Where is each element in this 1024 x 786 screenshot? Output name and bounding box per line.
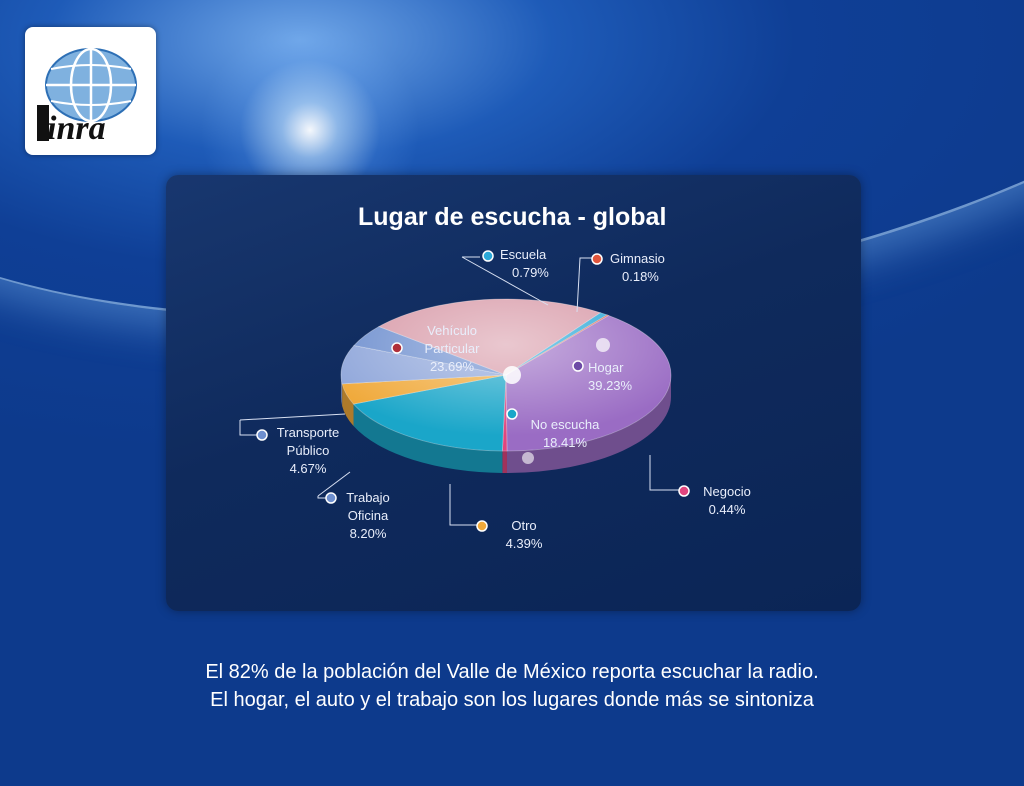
leader-line-trabajo — [317, 471, 351, 497]
chart-title: Lugar de escucha - global — [358, 203, 667, 231]
caption-line-1: El 82% de la población del Valle de Méxi… — [205, 661, 819, 683]
legend-dot-negocio — [678, 485, 690, 497]
slice-label-negocio: Negocio 0.44% — [703, 484, 751, 517]
logo-text: inra — [47, 110, 106, 147]
legend-dot-otro — [476, 520, 488, 532]
pie-glint — [522, 452, 534, 464]
slice-side-no_escucha — [353, 404, 503, 473]
caption: El 82% de la población del Valle de Méxi… — [0, 658, 1024, 714]
pie-glint — [596, 338, 610, 352]
slice-side-negocio — [502, 450, 507, 474]
leader-line-transporte — [239, 420, 258, 436]
inra-logo: inra — [25, 27, 156, 155]
leader-line-gimnasio — [576, 257, 592, 313]
legend-dot-transporte — [256, 429, 268, 441]
legend-dot-no-escucha — [506, 408, 518, 420]
slice-label-no-escucha: No escucha 18.41% — [530, 417, 600, 450]
leader-line-otro — [449, 484, 477, 526]
pie-center-glint — [503, 366, 521, 384]
globe-icon — [45, 47, 137, 123]
leader-line-negocio — [649, 455, 680, 491]
legend-dot-trabajo — [325, 492, 337, 504]
legend-dot-vehiculo — [391, 342, 403, 354]
slice-label-hogar: Hogar 39.23% — [588, 360, 633, 393]
slice-side-trabajo — [341, 375, 343, 406]
slice-label-trabajo: Trabajo Oficina 8.20% — [346, 490, 390, 541]
leader-line-escuela — [461, 256, 549, 306]
caption-line-2: El hogar, el auto y el trabajo son los l… — [210, 689, 814, 711]
slice-label-otro: Otro 4.39% — [505, 518, 543, 551]
slice-side-otro — [342, 383, 354, 427]
legend-dot-hogar — [572, 360, 584, 372]
legend-dot-gimnasio — [591, 253, 603, 265]
leader-line-transporte — [239, 413, 346, 421]
slice-label-escuela: Escuela 0.79% — [500, 247, 549, 280]
slice-label-vehiculo: Vehículo Particular 23.69% — [424, 323, 480, 374]
leader-line-trabajo — [317, 496, 328, 499]
legend-dot-escuela — [482, 250, 494, 262]
slice-label-transporte: Transporte Público 4.67% — [276, 425, 340, 476]
slice-label-gimnasio: Gimnasio 0.18% — [610, 251, 665, 284]
